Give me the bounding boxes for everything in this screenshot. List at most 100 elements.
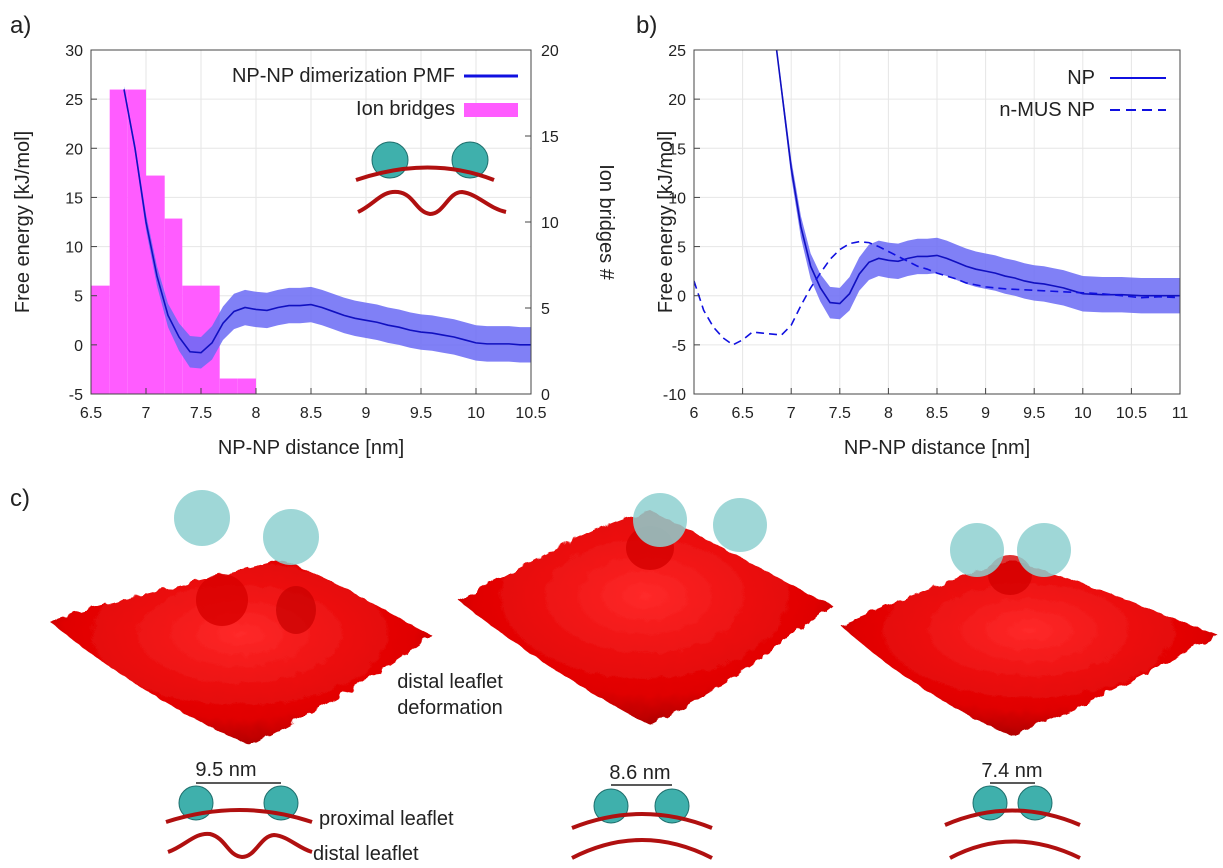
deformation-label-line1: distal leaflet [397, 671, 503, 693]
ion-bridge-bar [237, 378, 256, 394]
tick-label-x: 6.5 [80, 405, 102, 422]
proximal-leaflet-curve [355, 165, 495, 182]
tick-label-y: -10 [663, 387, 686, 404]
tick-label-x: 10.5 [1116, 405, 1147, 422]
tick-label-x: 8.5 [300, 405, 322, 422]
distal-leaflet-curve [357, 189, 507, 217]
chart-a-legend-bridges-swatch [464, 103, 518, 117]
schematic-3: 7.4 nm [944, 760, 1081, 860]
tick-label-y: -5 [69, 387, 83, 404]
membrane-snapshot-2 [458, 493, 832, 725]
ion-bridge-bar [146, 175, 165, 394]
tick-label-y: 20 [668, 92, 686, 109]
panel-c: distal leaflet deformation 9.5 nm proxim… [48, 490, 1218, 865]
membrane-snapshot-3 [840, 523, 1218, 735]
np-transparent [950, 523, 1004, 577]
np-error-band [776, 50, 1180, 320]
tick-label-x: 7.5 [190, 405, 212, 422]
membrane-surface [840, 560, 1218, 735]
tick-label-x: 9.5 [1023, 405, 1045, 422]
distal-leaflet-curve [949, 839, 1081, 860]
membrane-bump [276, 586, 316, 634]
proximal-leaflet-curve [571, 812, 713, 830]
schematic-1: 9.5 nm proximal leaflet distal leaflet [165, 759, 454, 865]
ion-bridge-bar [219, 378, 238, 394]
pmf-line [123, 89, 531, 354]
tick-label-x: 7 [787, 405, 796, 422]
tick-label-x: 10.5 [515, 405, 546, 422]
chart-b-band [776, 50, 1180, 320]
chart-b-grid [693, 49, 1181, 395]
chart-b: 6 6.5 7 7.5 8 8.5 9 9.5 10 10.5 11 -10 -5 0 5 10 15 20 25… [655, 43, 1188, 459]
tick-label-y: 15 [668, 141, 686, 158]
chart-b-legend-nmus: n-MUS NP [999, 99, 1095, 121]
chart-a-xticks: 6.5 7 7.5 8 8.5 9 9.5 10 10.5 [80, 388, 547, 422]
tick-label-x: 9 [362, 405, 371, 422]
chart-a-band [124, 86, 531, 369]
tick-label-y: 25 [65, 92, 83, 109]
tick-label-x: 10 [1074, 405, 1092, 422]
chart-b-yticks: -10 -5 0 5 10 15 20 25 [663, 43, 700, 404]
chart-a-inset-icon [355, 141, 507, 217]
distal-leaflet-curve [167, 831, 313, 860]
deformation-label-line2: deformation [397, 697, 503, 719]
ion-bridge-bar [91, 285, 110, 394]
distal-leaflet-curve [571, 838, 713, 860]
tick-label-x: 8 [884, 405, 893, 422]
tick-label-x: 8.5 [926, 405, 948, 422]
membrane-bump [196, 574, 248, 626]
ion-bridge-bar [127, 89, 146, 394]
tick-label-y: 0 [74, 338, 83, 355]
tick-label-y: 5 [677, 240, 686, 257]
membrane-surface [48, 560, 432, 745]
tick-label-y2: 15 [541, 129, 559, 146]
chart-b-legend-np: NP [1067, 67, 1095, 89]
tick-label-y: 5 [74, 289, 83, 306]
distance-label-3: 7.4 nm [981, 760, 1042, 782]
schematic-2: 8.6 nm [571, 762, 713, 860]
tick-label-y2: 5 [541, 301, 550, 318]
tick-label-y: 30 [65, 43, 83, 60]
np-line [775, 50, 1180, 305]
tick-label-x: 9.5 [410, 405, 432, 422]
ion-bridge-bar [109, 89, 128, 394]
tick-label-y: 25 [668, 43, 686, 60]
distal-leaflet-label: distal leaflet [313, 843, 419, 863]
np-transparent [263, 509, 319, 565]
chart-b-lines [694, 50, 1180, 346]
chart-a: 6.5 7 7.5 8 8.5 9 9.5 10 10.5 -5 0 5 10 15 20 25 30 0 5 1… [12, 43, 617, 459]
tick-label-y2: 0 [541, 387, 550, 404]
tick-label-y: 20 [65, 141, 83, 158]
tick-label-y2: 20 [541, 43, 559, 60]
proximal-leaflet-label: proximal leaflet [319, 808, 454, 830]
distance-label-1: 9.5 nm [195, 759, 256, 781]
chart-a-bars [91, 89, 256, 394]
ion-bridge-bar [164, 218, 183, 394]
np-transparent [713, 498, 767, 552]
nmus-np-line [694, 240, 1180, 346]
pmf-error-band [124, 86, 531, 369]
chart-a-yticks: -5 0 5 10 15 20 25 30 [65, 43, 97, 404]
tick-label-x: 9 [981, 405, 990, 422]
tick-label-y: -5 [672, 338, 686, 355]
np-transparent [1017, 523, 1071, 577]
np-transparent [633, 493, 687, 547]
chart-b-xticks: 6 6.5 7 7.5 8 8.5 9 9.5 10 10.5 11 [690, 388, 1188, 422]
tick-label-y2: 10 [541, 215, 559, 232]
tick-label-x: 7 [142, 405, 151, 422]
tick-label-y: 15 [65, 190, 83, 207]
chart-a-xlabel: NP-NP distance [nm] [218, 437, 404, 459]
tick-label-x: 10 [467, 405, 485, 422]
tick-label-x: 8 [252, 405, 261, 422]
panel-label-b: b) [636, 12, 657, 39]
tick-label-y: 10 [65, 240, 83, 257]
tick-label-x: 7.5 [829, 405, 851, 422]
chart-a-ylabel: Free energy [kJ/mol] [12, 131, 34, 313]
proximal-leaflet-curve [165, 808, 313, 824]
panel-label-c: c) [10, 485, 30, 512]
tick-label-y: 0 [677, 289, 686, 306]
np-transparent [174, 490, 230, 546]
chart-b-xlabel: NP-NP distance [nm] [844, 437, 1030, 459]
tick-label-x: 6 [690, 405, 699, 422]
